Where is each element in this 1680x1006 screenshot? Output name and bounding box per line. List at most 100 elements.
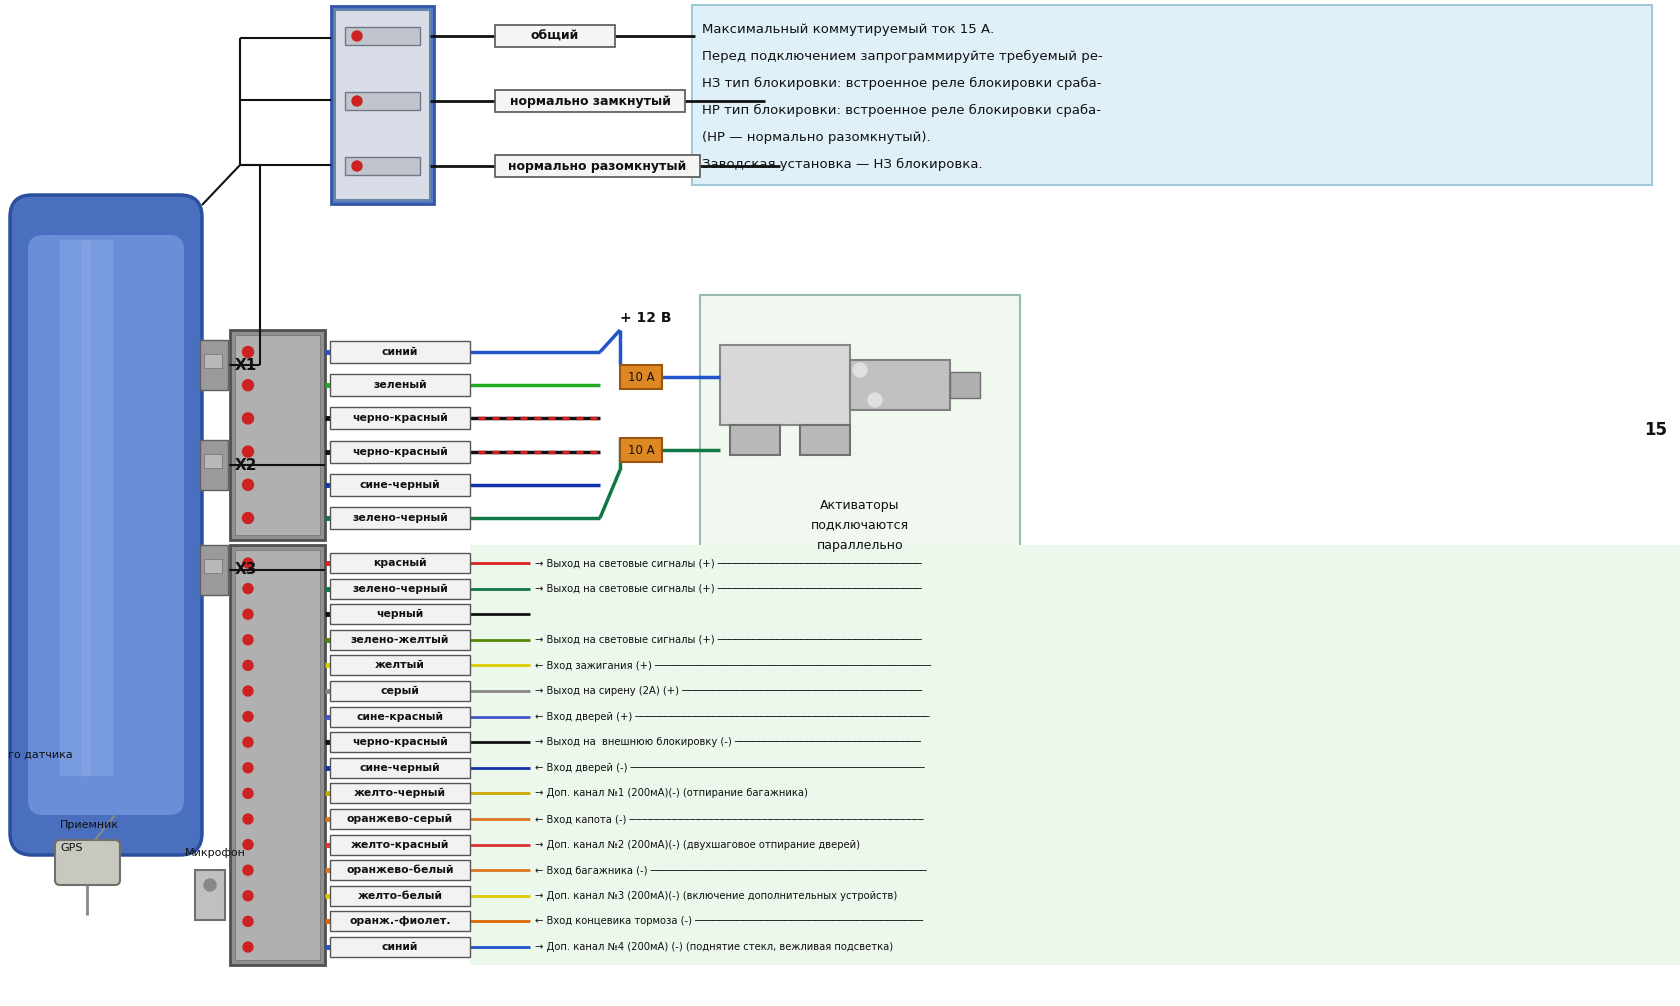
- Bar: [620, 438, 662, 462]
- Bar: [329, 732, 470, 752]
- Text: зелено-черный: зелено-черный: [351, 583, 447, 594]
- Circle shape: [244, 686, 254, 696]
- Bar: [329, 507, 470, 529]
- Text: → Выход на световые сигналы (+) ──────────────────────────────────: → Выход на световые сигналы (+) ────────…: [534, 583, 921, 594]
- Circle shape: [244, 711, 254, 721]
- Bar: [203, 454, 222, 468]
- Bar: [850, 360, 949, 410]
- Polygon shape: [60, 240, 91, 775]
- Text: → Доп. канал №4 (200мА) (-) (поднятие стекл, вежливая подсветка): → Доп. канал №4 (200мА) (-) (поднятие ст…: [534, 942, 892, 952]
- Bar: [329, 341, 470, 363]
- Text: Приемник: Приемник: [60, 820, 119, 830]
- Circle shape: [244, 635, 254, 645]
- Text: желто-белый: желто-белый: [358, 890, 442, 900]
- Text: ← Вход дверей (-) ─────────────────────────────────────────────────: ← Вход дверей (-) ──────────────────────…: [534, 763, 924, 773]
- Bar: [329, 784, 470, 804]
- Circle shape: [244, 814, 254, 824]
- Text: ← Вход дверей (+) ─────────────────────────────────────────────────: ← Вход дверей (+) ──────────────────────…: [534, 711, 929, 721]
- Text: черный: черный: [376, 610, 423, 620]
- Bar: [329, 809, 470, 829]
- Bar: [719, 345, 850, 425]
- Text: → Выход на  внешнюю блокировку (-) ───────────────────────────────: → Выход на внешнюю блокировку (-) ──────…: [534, 737, 921, 747]
- Bar: [329, 605, 470, 624]
- Circle shape: [244, 583, 254, 594]
- Text: черно-красный: черно-красный: [351, 413, 447, 424]
- Text: зелено-черный: зелено-черный: [351, 513, 447, 523]
- Circle shape: [242, 512, 254, 523]
- Bar: [329, 474, 470, 496]
- Bar: [230, 330, 324, 540]
- Bar: [329, 706, 470, 726]
- Text: → Доп. канал №2 (200мА)(-) (двухшаговое отпирание дверей): → Доп. канал №2 (200мА)(-) (двухшаговое …: [534, 840, 860, 850]
- Text: Заводская установка — НЗ блокировка.: Заводская установка — НЗ блокировка.: [702, 158, 983, 171]
- Circle shape: [244, 942, 254, 952]
- Text: → Выход на сирену (2А) (+) ────────────────────────────────────────: → Выход на сирену (2А) (+) ─────────────…: [534, 686, 922, 696]
- FancyBboxPatch shape: [10, 195, 202, 855]
- Bar: [344, 92, 420, 110]
- Text: сине-красный: сине-красный: [356, 711, 444, 721]
- Bar: [235, 335, 319, 535]
- Bar: [494, 90, 684, 112]
- Bar: [329, 860, 470, 880]
- Text: ← Вход концевика тормоза (-) ──────────────────────────────────────: ← Вход концевика тормоза (-) ───────────…: [534, 916, 922, 927]
- Circle shape: [242, 346, 254, 357]
- Circle shape: [852, 363, 867, 377]
- Text: нормально замкнутый: нормально замкнутый: [509, 95, 670, 108]
- Text: параллельно: параллельно: [816, 538, 902, 551]
- Bar: [331, 6, 433, 204]
- Bar: [329, 886, 470, 905]
- Circle shape: [244, 763, 254, 773]
- Text: Активаторы: Активаторы: [820, 499, 899, 511]
- Text: НР тип блокировки: встроенное реле блокировки сраба-: НР тип блокировки: встроенное реле блоки…: [702, 104, 1100, 117]
- Bar: [329, 911, 470, 932]
- Text: GPS: GPS: [60, 843, 82, 853]
- Text: → Выход на световые сигналы (+) ──────────────────────────────────: → Выход на световые сигналы (+) ────────…: [534, 558, 921, 568]
- Bar: [800, 425, 850, 455]
- Circle shape: [867, 393, 882, 407]
- Bar: [230, 545, 324, 965]
- Circle shape: [242, 446, 254, 457]
- Text: → Доп. канал №1 (200мА)(-) (отпирание багажника): → Доп. канал №1 (200мА)(-) (отпирание ба…: [534, 789, 808, 799]
- Bar: [329, 578, 470, 599]
- Bar: [329, 758, 470, 778]
- Circle shape: [244, 840, 254, 850]
- Bar: [344, 157, 420, 175]
- Text: → Выход на световые сигналы (+) ──────────────────────────────────: → Выход на световые сигналы (+) ────────…: [534, 635, 921, 645]
- Text: → Доп. канал №3 (200мА)(-) (включение дополнительных устройств): → Доп. канал №3 (200мА)(-) (включение до…: [534, 890, 897, 900]
- Bar: [329, 655, 470, 675]
- Text: 15: 15: [1643, 421, 1667, 439]
- Bar: [200, 340, 228, 390]
- Circle shape: [244, 865, 254, 875]
- Text: зелено-желтый: зелено-желтый: [351, 635, 449, 645]
- Text: подключаются: подключаются: [810, 518, 909, 531]
- Text: серый: серый: [380, 686, 420, 696]
- Text: оранжево-серый: оранжево-серый: [346, 814, 454, 824]
- Text: красный: красный: [373, 558, 427, 568]
- Text: синий: синий: [381, 347, 418, 357]
- Circle shape: [203, 879, 215, 891]
- Bar: [200, 545, 228, 595]
- Text: X3: X3: [235, 562, 257, 577]
- Bar: [329, 374, 470, 396]
- Bar: [329, 835, 470, 855]
- Text: ← Вход багажника (-) ──────────────────────────────────────────────: ← Вход багажника (-) ───────────────────…: [534, 865, 926, 875]
- Text: го датчика: го датчика: [8, 750, 72, 760]
- Bar: [329, 937, 470, 957]
- Circle shape: [242, 379, 254, 390]
- Text: X1: X1: [235, 357, 257, 372]
- Circle shape: [244, 737, 254, 747]
- Circle shape: [244, 660, 254, 670]
- Bar: [235, 550, 319, 960]
- Bar: [329, 407, 470, 430]
- Bar: [729, 425, 780, 455]
- Circle shape: [244, 789, 254, 799]
- Circle shape: [244, 610, 254, 620]
- Circle shape: [351, 96, 361, 106]
- Text: 10 А: 10 А: [627, 370, 654, 383]
- Bar: [329, 630, 470, 650]
- Text: черно-красный: черно-красный: [351, 737, 447, 747]
- Text: нормально разомкнутый: нормально разомкнутый: [507, 160, 685, 172]
- Circle shape: [244, 890, 254, 900]
- Text: оранжево-белый: оранжево-белый: [346, 865, 454, 875]
- Text: НЗ тип блокировки: встроенное реле блокировки сраба-: НЗ тип блокировки: встроенное реле блоки…: [702, 77, 1100, 91]
